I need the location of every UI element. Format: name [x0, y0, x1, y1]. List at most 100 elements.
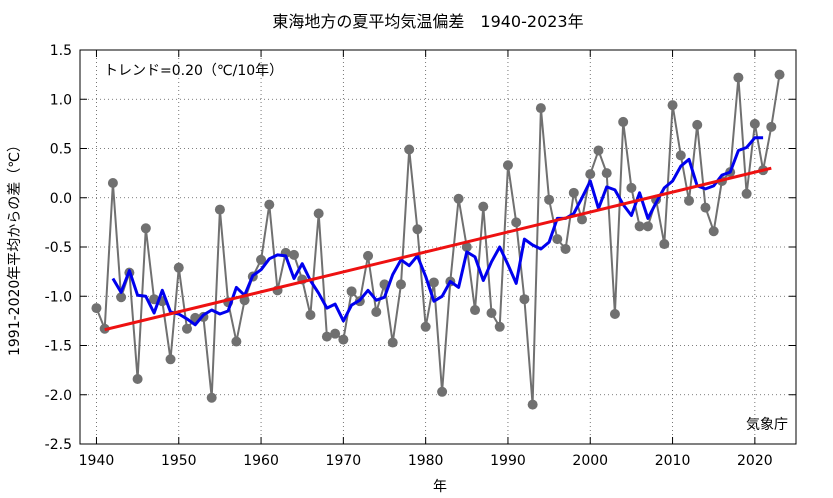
annual-point [420, 321, 431, 332]
annual-point [330, 328, 341, 339]
annual-point [437, 386, 448, 397]
y-tick-label: -1.0 [45, 289, 72, 305]
moving-average-series [111, 136, 764, 327]
annual-series [91, 69, 785, 410]
annual-point [535, 103, 546, 114]
annual-point [478, 201, 489, 212]
grid [80, 50, 796, 444]
y-tick-label: -0.5 [45, 240, 72, 256]
x-tick-label: 1980 [408, 453, 444, 469]
trend-label: トレンド=0.20（℃/10年） [104, 63, 283, 79]
y-tick-label: -2.0 [45, 388, 72, 404]
annual-point [264, 199, 275, 210]
annual-point [116, 292, 127, 303]
x-tick-label: 1940 [79, 453, 115, 469]
chart-title: 東海地方の夏平均気温偏差 1940-2023年 [272, 12, 583, 31]
y-tick-labels: 1.5 1.0 0.5 0.0 -0.5 -1.0 -1.5 -2.0 -2.5 [45, 43, 72, 453]
y-tick-label: 0.0 [50, 191, 72, 207]
y-tick-label: 1.5 [50, 43, 72, 59]
x-tick-labels: 1940 1950 1960 1970 1980 1990 2000 2010 2020 [79, 453, 773, 469]
annual-point [642, 221, 653, 232]
annual-point [527, 399, 538, 410]
annual-point [395, 279, 406, 290]
annual-point [601, 168, 612, 179]
annual-point [568, 187, 579, 198]
annual-point [741, 188, 752, 199]
annual-point [461, 242, 472, 252]
annual-point [552, 234, 563, 245]
annual-line [95, 74, 781, 405]
trend-line [104, 166, 772, 332]
annual-point [288, 249, 299, 260]
annual-point [675, 150, 686, 161]
x-tick-label: 2020 [737, 453, 773, 469]
annual-point [404, 144, 415, 155]
annual-point [585, 169, 596, 180]
annual-point [428, 277, 439, 288]
y-tick-label: 0.5 [50, 142, 72, 158]
y-tick-label: 1.0 [50, 92, 72, 108]
annual-point [700, 202, 711, 213]
annual-point [766, 121, 777, 132]
annual-point [132, 373, 143, 384]
annual-point [256, 254, 267, 265]
annual-point [371, 307, 382, 318]
annual-point [618, 116, 629, 127]
y-tick-label: -1.5 [45, 339, 72, 355]
annual-point [749, 118, 760, 129]
annual-point [502, 160, 513, 171]
annual-point [609, 308, 620, 319]
annual-point [708, 226, 719, 237]
moving-average-line [111, 136, 764, 327]
annual-point [684, 195, 695, 206]
axis-ticks [80, 49, 796, 445]
annual-point [165, 354, 176, 365]
annual-point [231, 336, 242, 347]
annual-point [140, 223, 151, 234]
annual-point [338, 334, 349, 345]
annual-point [346, 286, 357, 297]
x-tick-label: 2010 [655, 453, 691, 469]
annual-point [519, 294, 530, 305]
annual-point [453, 193, 464, 204]
annual-point [181, 323, 192, 334]
annual-point [626, 182, 637, 193]
x-axis-label: 年 [433, 479, 447, 495]
annual-point [667, 100, 678, 111]
annual-point [774, 69, 785, 80]
annual-point [577, 214, 588, 225]
annual-point [733, 72, 744, 83]
annual-point [321, 331, 332, 342]
annual-point [214, 204, 225, 215]
annual-point [470, 305, 481, 316]
x-tick-label: 2000 [572, 453, 608, 469]
annual-point [560, 243, 571, 254]
annual-point [363, 250, 374, 261]
annual-point [494, 321, 505, 332]
y-axis-label: 1991-2020年平均からの差（℃） [7, 138, 23, 356]
annual-point [544, 194, 555, 205]
y-tick-label: -2.5 [45, 437, 72, 453]
annual-point [511, 217, 522, 228]
annual-point [387, 337, 398, 348]
source-label: 気象庁 [746, 417, 788, 433]
annual-point [149, 294, 160, 305]
x-tick-label: 1960 [243, 453, 279, 469]
x-tick-label: 1950 [161, 453, 197, 469]
trend-series [104, 166, 772, 332]
annual-point [305, 309, 316, 320]
annual-point [412, 224, 423, 235]
annual-point [634, 221, 645, 232]
annual-point [107, 177, 118, 188]
annual-point [173, 262, 184, 273]
annual-point [486, 307, 497, 318]
annual-point [593, 145, 604, 156]
annual-point [692, 119, 703, 130]
annual-point [313, 208, 324, 219]
annual-point [206, 392, 217, 403]
x-tick-label: 1970 [326, 453, 362, 469]
annual-point [659, 239, 670, 250]
x-tick-label: 1990 [490, 453, 526, 469]
annual-point [91, 303, 102, 314]
